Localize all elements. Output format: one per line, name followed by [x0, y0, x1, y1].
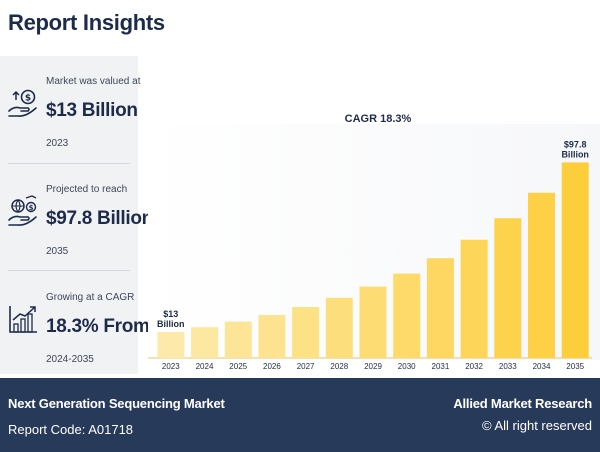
growth-chart-icon	[9, 306, 37, 333]
bar-2031	[426, 258, 454, 358]
stat-value: $13 Billion	[46, 100, 138, 121]
x-tick-label: 2023	[162, 362, 180, 371]
bar-chart-svg: CAGR 18.3% 2023 2024 2025 2026 2027 2028 2029 2…	[148, 113, 600, 371]
svg-text:$: $	[29, 204, 34, 212]
money-hand-icon: $	[8, 89, 37, 117]
x-tick-label: 2031	[432, 362, 450, 371]
stat-cagr: Growing at a CAGR 18.3% From 2024-2035	[0, 272, 150, 372]
chart-title: CAGR 18.3%	[345, 113, 412, 125]
stat-year: 2035	[46, 246, 69, 257]
x-tick-label: 2030	[398, 362, 416, 371]
bar-2028	[325, 297, 353, 358]
x-tick-label: 2024	[196, 362, 214, 371]
bar-2029	[359, 286, 387, 358]
brand-name: Allied Market Research	[453, 396, 592, 411]
bar-2032	[460, 239, 488, 358]
bar-2023	[157, 332, 185, 358]
x-tick-labels: 2023 2024 2025 2026 2027 2028 2029 2030 2031 2032…	[162, 362, 585, 371]
x-tick-label: 2033	[499, 362, 517, 371]
stat-value: $97.8 Billion	[46, 208, 153, 229]
stat-market-value: $ Market was valued at $13 Billion 2023	[0, 56, 141, 156]
bar-2026	[258, 315, 286, 358]
data-labels: $13 Billion $97.8 Billion	[157, 139, 589, 329]
stats-panel: $ Market was valued at $13 Billion 2023 …	[0, 56, 153, 374]
x-tick-label: 2029	[364, 362, 382, 371]
report-code: Report Code: A01718	[8, 422, 134, 437]
bar-2030	[393, 273, 421, 358]
report-title: Next Generation Sequencing Market	[8, 396, 225, 411]
stat-label: Growing at a CAGR	[46, 292, 135, 303]
stat-period: 2024-2035	[46, 354, 94, 365]
footer: Next Generation Sequencing Market Report…	[0, 378, 600, 452]
bar-2035	[561, 162, 589, 358]
stat-year: 2023	[46, 138, 69, 149]
stat-projected-value: $ Projected to reach $97.8 Billion 2035	[0, 164, 153, 264]
bar-series	[157, 162, 589, 358]
x-tick-label: 2034	[533, 362, 551, 371]
x-tick-label: 2025	[229, 362, 247, 371]
bar-2034	[528, 192, 555, 358]
data-label: $13 Billion	[157, 309, 185, 329]
page-title: Report Insights	[8, 10, 165, 35]
x-tick-label: 2026	[263, 362, 281, 371]
x-tick-label: 2028	[330, 362, 348, 371]
stat-label: Projected to reach	[46, 184, 128, 195]
x-tick-label: 2035	[566, 362, 584, 371]
bar-2033	[494, 218, 522, 358]
svg-text:$: $	[25, 94, 31, 104]
x-tick-label: 2032	[465, 362, 483, 371]
bar-2025	[224, 321, 252, 358]
bar-2024	[191, 327, 219, 358]
globe-growth-hand-icon: $	[8, 195, 37, 226]
divider	[8, 270, 130, 271]
x-tick-label: 2027	[297, 362, 315, 371]
stat-value: 18.3% From	[46, 316, 150, 337]
copyright-text: © All right reserved	[481, 418, 592, 433]
divider	[8, 163, 130, 164]
data-label: $97.8 Billion	[561, 139, 589, 159]
bar-2027	[292, 307, 320, 358]
bar-chart: CAGR 18.3% 2023 2024 2025 2026 2027 2028 2029 2…	[146, 100, 600, 378]
stat-label: Market was valued at	[46, 76, 141, 87]
